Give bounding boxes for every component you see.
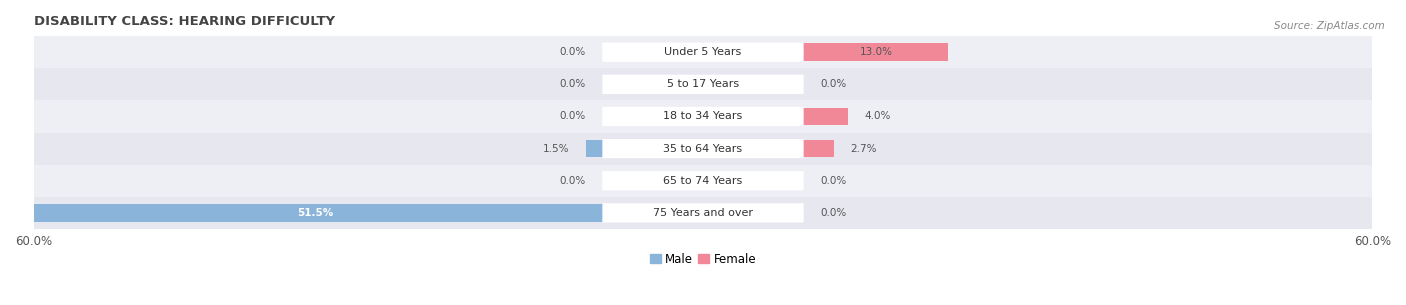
FancyBboxPatch shape <box>602 107 804 126</box>
Text: 0.0%: 0.0% <box>560 47 586 57</box>
Text: DISABILITY CLASS: HEARING DIFFICULTY: DISABILITY CLASS: HEARING DIFFICULTY <box>34 15 335 28</box>
Text: 1.5%: 1.5% <box>543 144 569 154</box>
Text: 35 to 64 Years: 35 to 64 Years <box>664 144 742 154</box>
Text: 0.0%: 0.0% <box>820 79 846 89</box>
Bar <box>34 197 1372 229</box>
Text: 4.0%: 4.0% <box>865 111 891 121</box>
Bar <box>34 133 1372 165</box>
FancyBboxPatch shape <box>602 75 804 94</box>
Bar <box>28 204 603 222</box>
Bar <box>34 100 1372 133</box>
Text: 5 to 17 Years: 5 to 17 Years <box>666 79 740 89</box>
Text: 0.0%: 0.0% <box>560 176 586 186</box>
Bar <box>34 165 1372 197</box>
Text: 18 to 34 Years: 18 to 34 Years <box>664 111 742 121</box>
Legend: Male, Female: Male, Female <box>650 253 756 266</box>
FancyBboxPatch shape <box>602 42 804 62</box>
Text: 13.0%: 13.0% <box>859 47 893 57</box>
Text: Under 5 Years: Under 5 Years <box>665 47 741 57</box>
Text: 0.0%: 0.0% <box>560 79 586 89</box>
Bar <box>34 68 1372 100</box>
Text: Source: ZipAtlas.com: Source: ZipAtlas.com <box>1274 21 1385 31</box>
Text: 0.0%: 0.0% <box>560 111 586 121</box>
FancyBboxPatch shape <box>602 171 804 190</box>
Bar <box>803 43 949 61</box>
Bar <box>803 140 834 157</box>
Text: 75 Years and over: 75 Years and over <box>652 208 754 218</box>
Bar <box>586 140 603 157</box>
Text: 0.0%: 0.0% <box>820 176 846 186</box>
Bar <box>34 36 1372 68</box>
FancyBboxPatch shape <box>602 203 804 223</box>
Bar <box>803 108 848 125</box>
Text: 0.0%: 0.0% <box>820 208 846 218</box>
FancyBboxPatch shape <box>602 139 804 158</box>
Text: 51.5%: 51.5% <box>297 208 333 218</box>
Text: 65 to 74 Years: 65 to 74 Years <box>664 176 742 186</box>
Text: 2.7%: 2.7% <box>851 144 877 154</box>
